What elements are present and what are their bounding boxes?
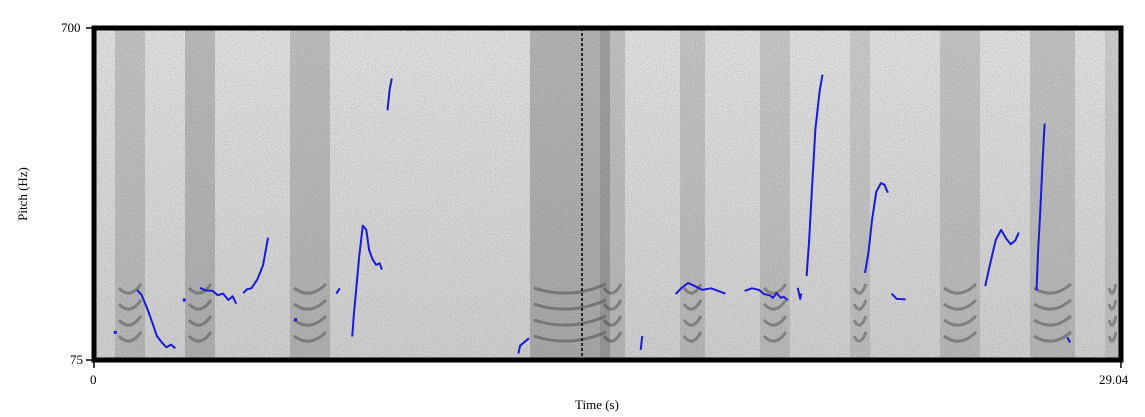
y-tick-label-bottom: 75	[70, 353, 83, 367]
y-tick-label-top: 700	[61, 21, 81, 35]
pitch-point	[183, 298, 186, 301]
pitch-point	[294, 318, 297, 321]
x-axis-title: Time (s)	[575, 398, 619, 412]
x-tick-label-end: 29.04	[1099, 373, 1128, 387]
pitch-point	[114, 331, 117, 334]
x-tick-label-start: 0	[90, 373, 97, 387]
y-axis-title: Pitch (Hz)	[16, 167, 30, 221]
